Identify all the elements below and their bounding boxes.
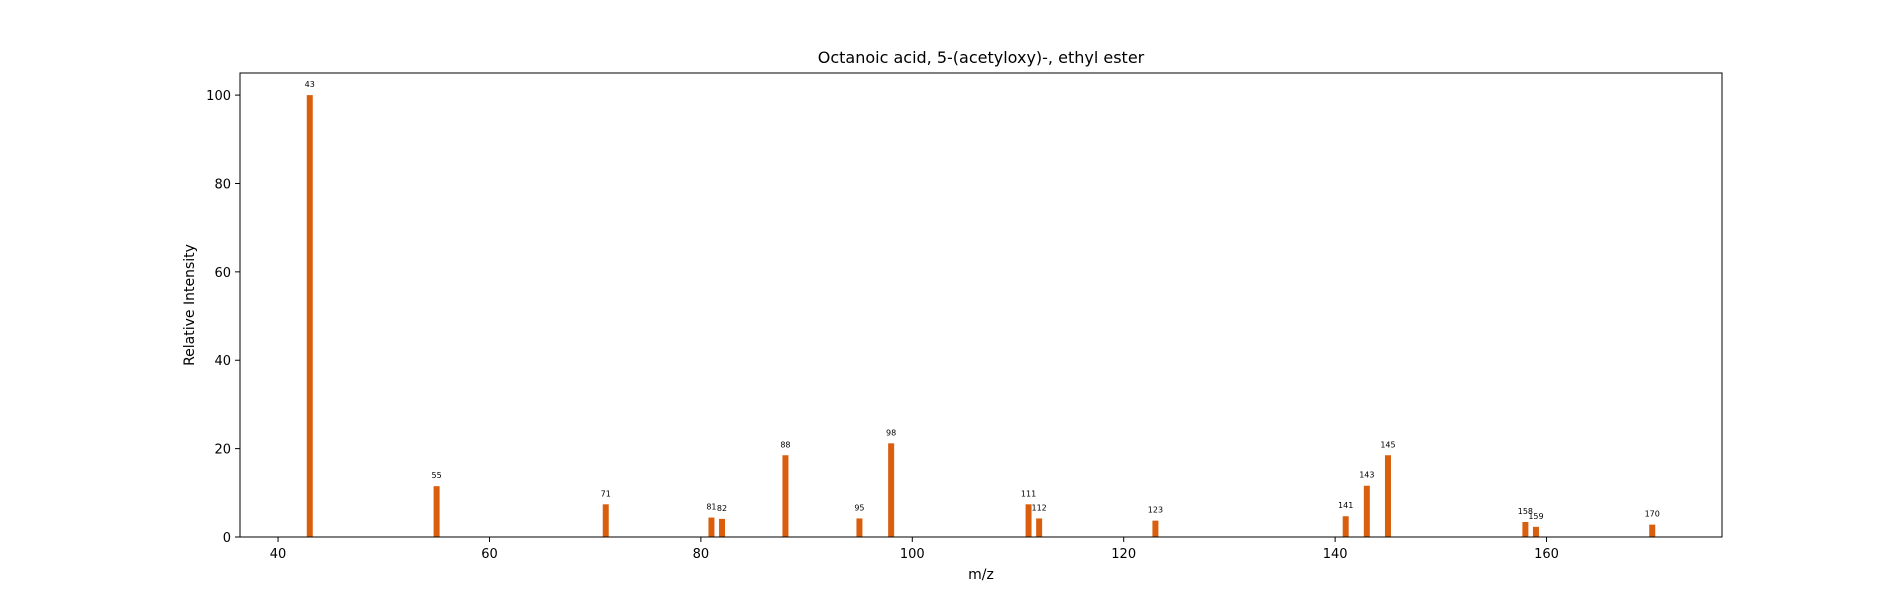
bar-mz-88 [782,455,789,537]
bar-label: 111 [1021,489,1036,498]
bar-mz-123 [1152,520,1159,537]
bar-mz-145 [1384,455,1391,537]
chart-title: Octanoic acid, 5-(acetyloxy)-, ethyl est… [818,48,1145,67]
x-tick-label: 80 [693,547,710,562]
bar-label: 159 [1528,512,1543,521]
bar-label: 158 [1518,507,1533,516]
bar-mz-81 [708,517,715,537]
y-tick-label: 40 [214,354,231,369]
bar-label: 143 [1359,471,1374,480]
bar-label: 43 [305,80,315,89]
y-axis: 0 20 40 60 80 100 [206,89,240,546]
bar-mz-158 [1522,521,1529,537]
bar-label: 71 [601,489,611,498]
bar-label: 82 [717,504,727,513]
bar-mz-159 [1532,526,1539,537]
bar-mz-98 [888,443,895,537]
bar-mz-141 [1342,516,1349,537]
bar-label: 145 [1380,440,1395,449]
x-tick-label: 60 [481,547,498,562]
bar-label: 112 [1031,503,1046,512]
x-tick-label: 100 [900,547,925,562]
x-axis: 40 60 80 100 120 140 160 [270,537,1559,562]
bar-mz-143 [1363,485,1370,537]
bar-mz-170 [1649,524,1656,537]
x-tick-label: 40 [270,547,287,562]
y-tick-label: 20 [214,443,231,458]
bars-group [306,95,1656,537]
y-axis-label: Relative Intensity [182,244,198,366]
y-tick-label: 60 [214,266,231,281]
bar-labels-group: 43 55 71 81 82 88 95 98 111 112 123 141 143 145 158159… [305,80,1660,521]
bar-mz-111 [1025,504,1032,537]
bar-mz-112 [1036,518,1043,537]
bar-mz-55 [433,486,440,537]
bar-mz-82 [719,518,726,537]
y-tick-label: 0 [223,531,231,546]
bar-label: 55 [432,471,442,480]
y-tick-label: 100 [206,89,231,104]
x-tick-label: 160 [1534,547,1559,562]
x-axis-label: m/z [968,567,994,583]
bar-label: 95 [854,503,864,512]
x-tick-label: 120 [1111,547,1136,562]
bar-label: 98 [886,428,896,437]
y-tick-label: 80 [214,177,231,192]
bar-mz-95 [856,518,863,537]
bar-mz-71 [602,504,609,537]
x-tick-label: 140 [1323,547,1348,562]
plot-frame [239,72,1723,538]
bar-label: 170 [1645,510,1660,519]
bar-label: 141 [1338,501,1353,510]
bar-label: 123 [1148,506,1163,515]
bar-label: 81 [706,503,716,512]
bar-mz-43 [306,95,313,537]
bar-label: 88 [780,440,790,449]
